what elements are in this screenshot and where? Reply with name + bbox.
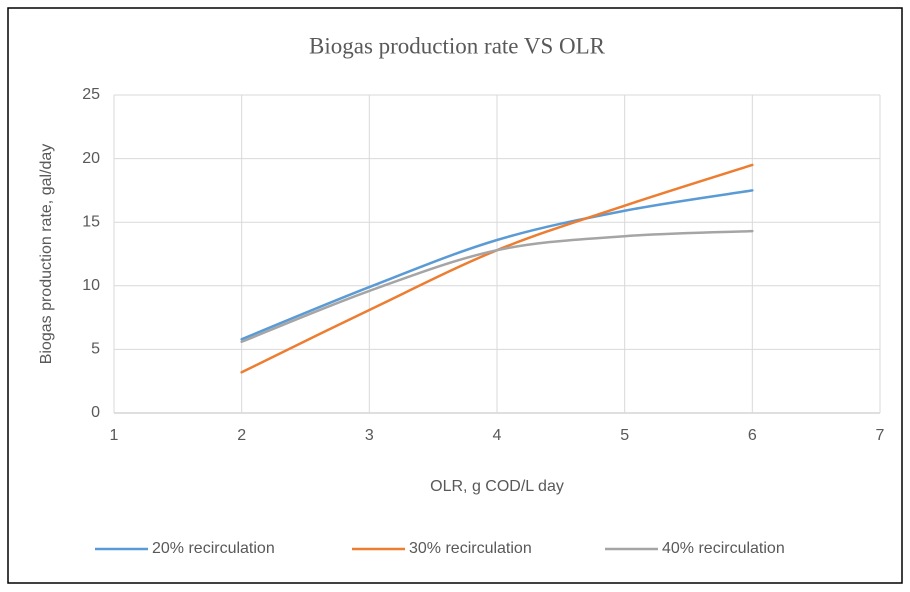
- legend-label: 20% recirculation: [152, 540, 275, 557]
- x-tick-label: 1: [110, 427, 119, 444]
- legend-label: 30% recirculation: [409, 540, 532, 557]
- y-tick-label: 10: [82, 277, 100, 294]
- y-tick-label: 25: [82, 86, 100, 103]
- x-tick-label: 2: [237, 427, 246, 444]
- series-line: [240, 229, 754, 344]
- y-axis-label: Biogas production rate, gal/day: [38, 144, 55, 365]
- y-tick-label: 15: [82, 213, 100, 230]
- x-tick-label: 4: [493, 427, 502, 444]
- x-tick-label: 5: [620, 427, 629, 444]
- x-axis-label: OLR, g COD/L day: [430, 478, 564, 495]
- chart-border: [7, 7, 903, 584]
- y-tick-label: 5: [91, 341, 100, 358]
- series-line: [240, 189, 754, 341]
- y-tick-label: 20: [82, 150, 100, 167]
- y-tick-label: 0: [91, 404, 100, 421]
- chart-title: Biogas production rate VS OLR: [309, 33, 606, 58]
- legend-label: 40% recirculation: [662, 540, 785, 557]
- x-tick-label: 7: [876, 427, 885, 444]
- x-tick-label: 3: [365, 427, 374, 444]
- x-tick-label: 6: [748, 427, 757, 444]
